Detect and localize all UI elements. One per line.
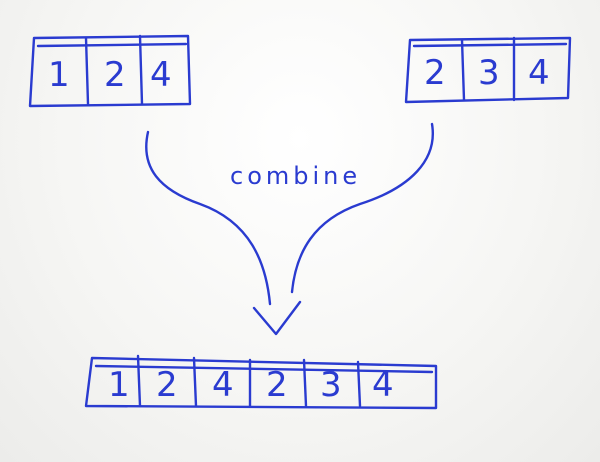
left-arrow-curve xyxy=(145,130,272,306)
right-array-inner-top xyxy=(412,42,568,48)
right-array-border xyxy=(404,36,572,104)
right-array-cell-2: 3 xyxy=(478,53,500,93)
result-array-cell-5: 3 xyxy=(320,365,342,405)
arrow-head xyxy=(252,300,302,336)
left-array: 1 2 4 xyxy=(28,34,192,108)
result-array-divider-2 xyxy=(192,356,198,408)
combine-arrow xyxy=(145,122,434,336)
right-arrow-curve xyxy=(290,122,434,294)
result-array-cell-3: 4 xyxy=(212,365,234,405)
result-array-divider-5 xyxy=(356,360,362,408)
right-array: 2 3 4 xyxy=(404,36,572,104)
combine-label: combine xyxy=(230,162,361,190)
result-array-divider-1 xyxy=(136,354,142,408)
result-array-cell-6: 4 xyxy=(372,365,394,405)
left-array-cell-3: 4 xyxy=(150,55,172,95)
left-array-divider-2 xyxy=(138,34,144,106)
result-array-cell-1: 1 xyxy=(108,365,130,405)
left-array-cell-1: 1 xyxy=(48,55,70,95)
right-array-divider-1 xyxy=(460,38,466,102)
left-array-divider-1 xyxy=(84,36,90,106)
right-array-cell-1: 2 xyxy=(424,53,446,93)
left-array-inner-top xyxy=(36,42,188,48)
result-array-cell-2: 2 xyxy=(156,365,178,405)
result-array: 1 2 4 2 3 4 xyxy=(84,354,438,410)
result-array-border xyxy=(84,356,438,410)
left-array-border xyxy=(28,34,192,108)
result-array-divider-4 xyxy=(302,358,308,408)
left-array-cell-2: 2 xyxy=(104,55,126,95)
right-array-cell-3: 4 xyxy=(528,53,550,93)
result-array-inner-top xyxy=(94,364,434,374)
result-array-cell-4: 2 xyxy=(266,365,288,405)
